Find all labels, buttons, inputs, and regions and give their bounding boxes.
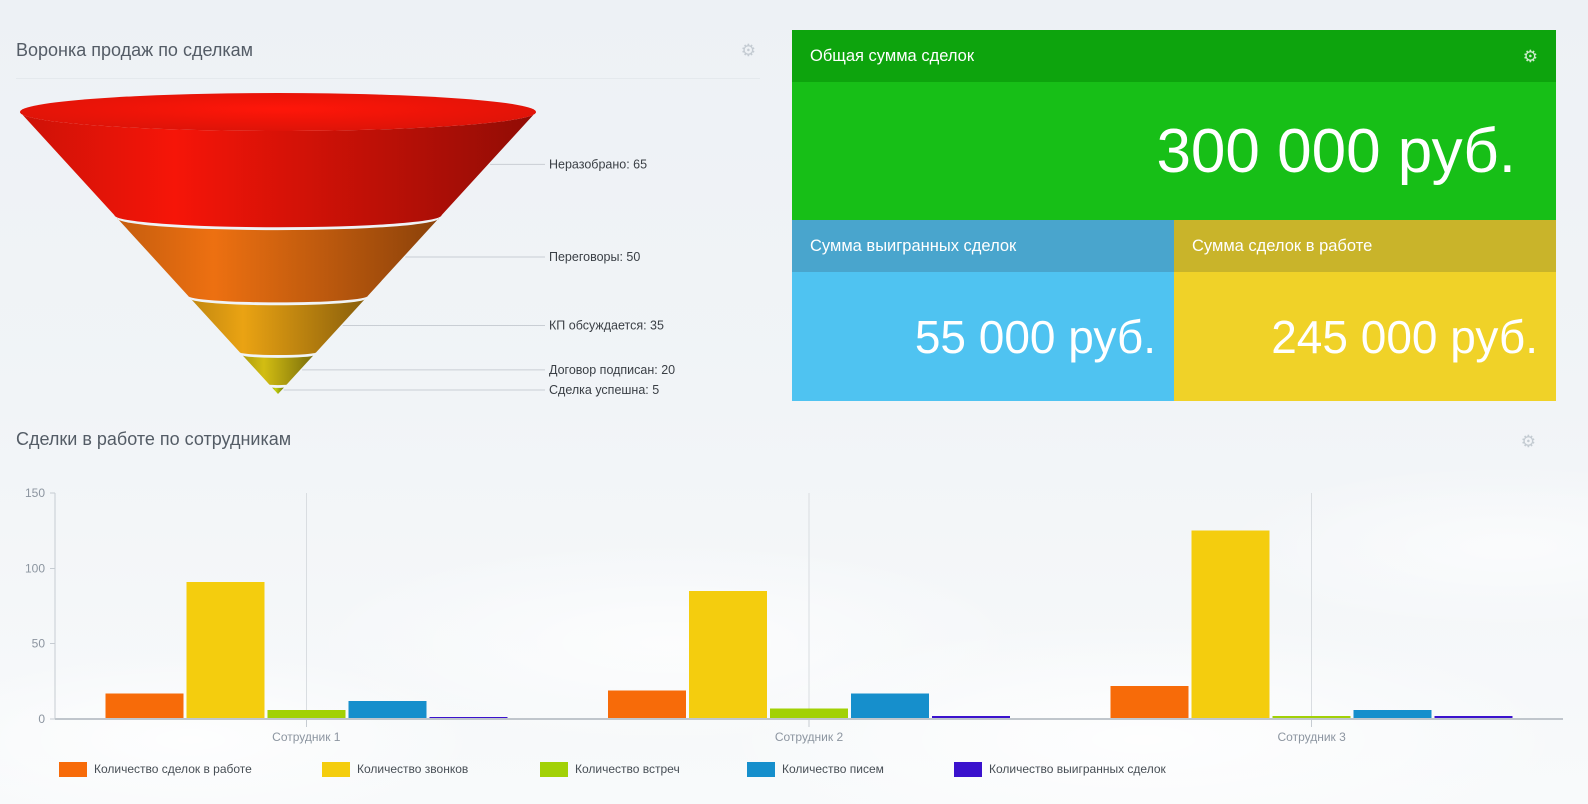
y-tick-label: 0 [38,712,45,726]
legend-swatch [747,762,775,777]
funnel-settings-gear-icon[interactable]: ⚙ [740,41,756,60]
bar-3-series-2[interactable] [1191,530,1270,719]
bar-chart-legend: Количество сделок в работе Количество зво… [0,762,1588,786]
bar-widget-title: Сделки в работе по сотрудникам [16,429,292,449]
funnel-label: Переговоры: 50 [549,250,640,264]
bar-2-series-1[interactable] [608,690,686,719]
bar-3-series-4[interactable] [1353,709,1432,719]
funnel-segment-4[interactable] [242,355,314,386]
funnel-label: Договор подписан: 20 [549,363,675,377]
legend-item-series-5[interactable]: Количество выигранных сделок [954,762,1166,777]
tile-in-progress-title: Сумма сделок в работе [1192,236,1373,255]
summary-settings-gear-icon[interactable]: ⚙ [1522,46,1538,66]
bar-3-series-1[interactable] [1110,685,1189,719]
tile-won-deals: Сумма выигранных сделок 55 000 руб. [792,220,1174,401]
legend-item-series-4[interactable]: Количество писем [747,762,884,777]
tile-total-deals: Общая сумма сделок ⚙ 300 000 руб. [792,30,1556,220]
legend-label: Количество звонков [357,762,469,776]
funnel-segment-3[interactable] [190,298,366,356]
funnel-segment-2[interactable] [117,218,439,303]
bar-2-series-5[interactable] [932,715,1010,719]
legend-swatch [322,762,350,777]
bar-2-series-4[interactable] [851,693,929,719]
category-label: Сотрудник 1 [272,730,341,744]
legend-swatch [59,762,87,777]
y-tick-label: 150 [25,486,45,500]
funnel-label: Сделка успешна: 5 [549,383,659,397]
legend-swatch [540,762,568,777]
bar-2-series-3[interactable] [770,708,848,719]
tile-in-progress-header: Сумма сделок в работе [1174,220,1556,272]
bar-2-series-2[interactable] [689,590,767,719]
tile-total-title: Общая сумма сделок [810,46,975,65]
category-label: Сотрудник 3 [1278,730,1347,744]
legend-item-series-2[interactable]: Количество звонков [322,762,468,777]
bar-1-series-4[interactable] [348,700,427,719]
funnel-segment-1[interactable] [20,112,536,228]
funnel-label: Неразобрано: 65 [549,157,647,171]
tile-in-progress-deals: Сумма сделок в работе 245 000 руб. [1174,220,1556,401]
funnel-chart: Неразобрано: 65 Переговоры: 50 КП обсуждае… [20,93,675,397]
y-tick-label: 50 [32,637,46,651]
tile-in-progress-value: 245 000 руб. [1174,272,1556,401]
legend-label: Количество сделок в работе [94,762,252,776]
bar-settings-gear-icon[interactable]: ⚙ [1520,432,1536,451]
legend-label: Количество писем [782,762,884,776]
bar-chart: 0 50 100 150 Сотрудник 1 Сотрудник 2 Сотрудник… [25,486,1563,744]
legend-item-series-3[interactable]: Количество встреч [540,762,680,777]
y-tick-label: 100 [25,561,45,575]
legend-label: Количество выигранных сделок [989,762,1166,776]
bar-3-series-3[interactable] [1272,715,1351,719]
tile-won-title: Сумма выигранных сделок [810,236,1017,255]
sales-funnel-widget: Воронка продаж по сделкам ⚙ [16,40,760,79]
bar-1-series-2[interactable] [186,581,265,719]
funnel-title-divider [16,78,760,79]
funnel-segment-5[interactable] [272,387,284,394]
tile-won-header: Сумма выигранных сделок [792,220,1174,272]
bar-3-series-5[interactable] [1434,715,1513,719]
funnel-label: КП обсуждается: 35 [549,319,664,333]
deal-sums-widget: Общая сумма сделок ⚙ 300 000 руб. Сумма … [792,30,1556,401]
legend-swatch [954,762,982,777]
tile-won-value: 55 000 руб. [792,272,1174,401]
category-label: Сотрудник 2 [775,730,844,744]
legend-label: Количество встреч [575,762,680,776]
legend-item-series-1[interactable]: Количество сделок в работе [59,762,252,777]
tile-total-value: 300 000 руб. [792,82,1556,220]
bar-1-series-1[interactable] [105,693,184,719]
funnel-top-face [20,93,536,131]
tile-total-header: Общая сумма сделок ⚙ [792,30,1556,82]
funnel-widget-title: Воронка продаж по сделкам [16,40,254,60]
deals-by-employee-widget: Сделки в работе по сотрудникам ⚙ [16,429,1572,450]
bar-1-series-3[interactable] [267,709,346,719]
